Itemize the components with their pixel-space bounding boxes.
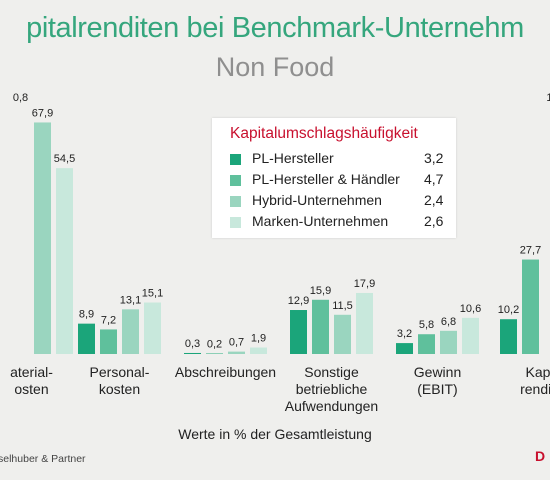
legend-item: Hybrid-Unternehmen 2,4 <box>230 191 450 211</box>
category-label: Personal- <box>90 364 150 380</box>
legend-value: 2,4 <box>424 192 444 208</box>
bar-value-label: 0,8 <box>13 92 28 104</box>
category-label: Kapit <box>526 364 550 380</box>
legend-title: Kapitalumschlagshäufigkeit <box>230 125 418 142</box>
bar-value-label: 8,9 <box>79 309 94 321</box>
bar-value-label: 13,1 <box>120 294 141 306</box>
bar-value-label: 15,1 <box>142 288 163 300</box>
source-note: selhuber & Partner <box>0 453 86 465</box>
chart-subtitle: Non Food <box>215 52 335 82</box>
legend-item: Marken-Unternehmen 2,6 <box>230 212 450 232</box>
bar-value-label: 0,2 <box>207 338 222 350</box>
bar-value-label: 11,5 <box>332 300 353 312</box>
bar <box>184 352 201 354</box>
bar-value-label: 7,2 <box>101 314 116 326</box>
bar-value-label: 16 <box>546 92 550 104</box>
legend-value: 2,6 <box>424 213 444 229</box>
legend-box: Kapitalumschlagshäufigkeit PL-Hersteller… <box>212 118 456 238</box>
bar-value-label: 17,9 <box>354 278 375 290</box>
category-label: Sonstige <box>304 364 359 380</box>
category-label: aterial- <box>10 364 53 380</box>
bar-value-label: 5,8 <box>419 319 434 331</box>
legend-item: PL-Hersteller 3,2 <box>230 149 450 169</box>
bar <box>522 259 539 354</box>
bar-value-label: 1,9 <box>251 333 266 345</box>
legend-swatch <box>230 217 241 228</box>
category-label: betriebliche <box>296 381 368 397</box>
bar-value-label: 27,7 <box>520 245 541 257</box>
bar-value-label: 10,2 <box>498 304 519 316</box>
legend-swatch <box>230 175 241 186</box>
category-label: Aufwendungen <box>285 398 378 414</box>
bar <box>206 353 223 354</box>
bar <box>334 314 351 354</box>
bar-value-label: 67,9 <box>32 107 53 119</box>
bar <box>34 122 51 354</box>
bar <box>78 323 95 354</box>
bar <box>356 292 373 354</box>
bar-value-label: 0,3 <box>185 338 200 350</box>
bar-value-label: 15,9 <box>310 285 331 297</box>
legend-value: 3,2 <box>424 150 444 166</box>
bar <box>396 343 413 354</box>
bar <box>100 329 117 354</box>
legend-item: PL-Hersteller & Händler 4,7 <box>230 170 450 190</box>
bar-value-label: 3,2 <box>397 328 412 340</box>
category-label: Abschreibungen <box>175 364 276 380</box>
legend-label: PL-Hersteller & Händler <box>252 171 400 187</box>
category-label: Gewinn <box>414 364 461 380</box>
legend-label: Marken-Unternehmen <box>252 213 389 229</box>
legend-swatch <box>230 196 241 207</box>
bar-value-label: 12,9 <box>288 295 309 307</box>
category-label: osten <box>14 381 48 397</box>
bar <box>228 351 245 354</box>
bar <box>462 317 479 354</box>
legend-label: Hybrid-Unternehmen <box>252 192 382 208</box>
bar <box>312 299 329 354</box>
legend-swatch <box>230 154 241 165</box>
bar <box>290 310 307 354</box>
bar-value-label: 54,5 <box>54 153 75 165</box>
corner-mark: D <box>535 448 546 464</box>
bar <box>250 347 267 354</box>
bar-value-label: 10,6 <box>460 303 481 315</box>
bar <box>500 319 517 354</box>
bar <box>144 302 161 354</box>
bar <box>56 168 73 354</box>
legend-value: 4,7 <box>424 171 444 187</box>
x-axis-label: Werte in % der Gesamtleistung <box>178 426 372 442</box>
legend-label: PL-Hersteller <box>252 150 334 166</box>
bar <box>440 330 457 354</box>
bar <box>122 309 139 354</box>
bar-value-label: 6,8 <box>441 316 456 328</box>
category-label: (EBIT) <box>417 381 457 397</box>
bar-value-label: 0,7 <box>229 337 244 349</box>
bar <box>418 334 435 354</box>
category-label: kosten <box>99 381 140 397</box>
chart-title: pitalrenditen bei Benchmark-Unternehm <box>26 12 524 44</box>
category-label: rendite <box>520 381 550 397</box>
